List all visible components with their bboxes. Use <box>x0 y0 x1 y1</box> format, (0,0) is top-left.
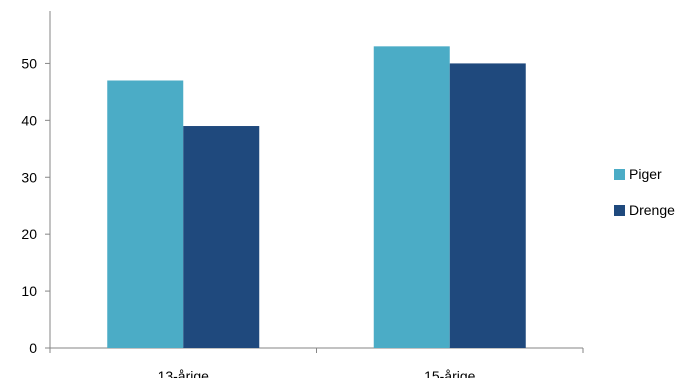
legend-label-drenge: Drenge <box>629 202 675 218</box>
bar-piger-1 <box>107 80 184 348</box>
y-tick-label: 30 <box>21 169 37 185</box>
x-tick-label: 13-årige <box>158 368 210 378</box>
x-tick-label: 15-årige <box>424 368 476 378</box>
bars <box>107 46 526 349</box>
legend: Piger Drenge <box>614 164 675 236</box>
x-axis: 13-årige 15-årige <box>49 347 584 378</box>
legend-item-piger: Piger <box>614 164 675 184</box>
y-tick-label: 20 <box>21 226 37 242</box>
bar-piger-2 <box>373 46 450 348</box>
legend-item-drenge: Drenge <box>614 200 675 220</box>
legend-swatch-drenge <box>614 204 625 216</box>
y-tick-label: 50 <box>21 55 37 71</box>
y-axis: 0 10 20 30 40 50 <box>21 11 51 356</box>
y-tick-label: 40 <box>21 112 37 128</box>
bar-drenge-2 <box>449 63 526 349</box>
y-tick-label: 0 <box>29 340 37 356</box>
legend-swatch-piger <box>614 168 625 180</box>
bar-drenge-1 <box>183 126 260 349</box>
y-tick-label: 10 <box>21 283 37 299</box>
legend-label-piger: Piger <box>629 166 662 182</box>
